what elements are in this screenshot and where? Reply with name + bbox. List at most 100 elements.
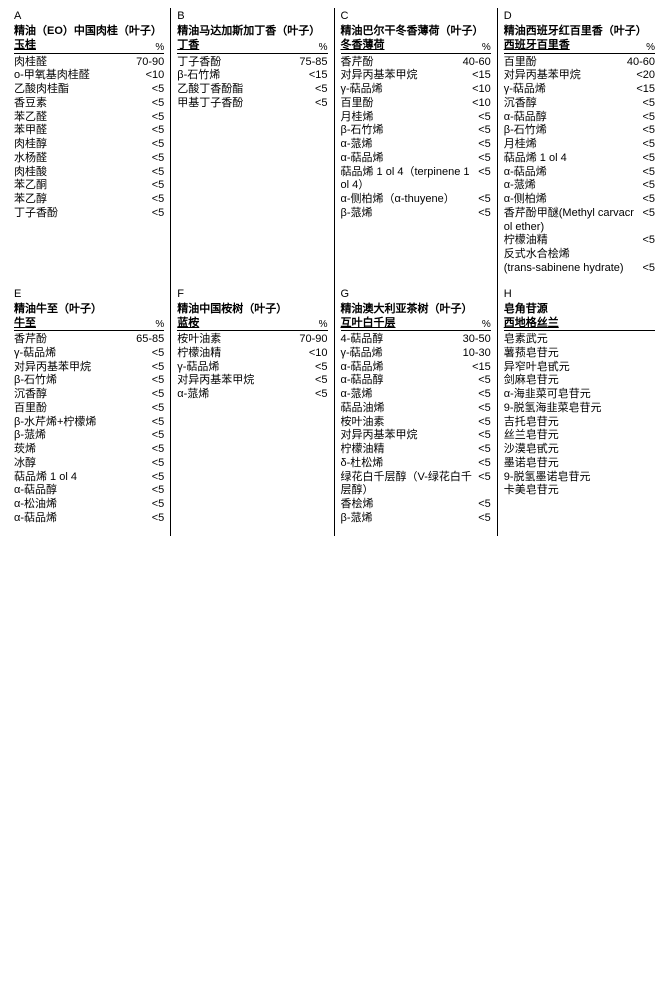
- component-value: <5: [478, 457, 491, 471]
- component-value: <5: [152, 498, 165, 512]
- component-row: (trans-sabinene hydrate)<5: [504, 262, 655, 276]
- percent-header: %: [155, 319, 164, 330]
- component-name: α-萜品烯: [14, 512, 152, 526]
- title-block: 精油牛至（叶子）牛至%: [14, 302, 164, 332]
- panel-letter: D: [504, 10, 655, 22]
- component-value: <5: [642, 166, 655, 180]
- component-value: <5: [152, 388, 165, 402]
- component-name: 香芹酚甲醚(Methyl carvacrol ether): [504, 207, 643, 235]
- component-value: <10: [146, 69, 165, 83]
- component-row: γ-萜品烯10-30: [341, 347, 491, 361]
- component-name: 对异丙基苯甲烷: [14, 361, 152, 375]
- component-name: 香芹酚: [14, 333, 136, 347]
- component-row: α-萜品烯<5: [14, 512, 164, 526]
- component-row: 对异丙基苯甲烷<15: [341, 69, 491, 83]
- component-list: 桉叶油素70-90柠檬油精<10γ-萜品烯<5对异丙基苯甲烷<5α-蒎烯<5: [177, 333, 327, 402]
- component-row: β-石竹烯<5: [504, 124, 655, 138]
- component-value: <5: [315, 361, 328, 375]
- panel-subtitle: 蓝桉: [177, 316, 327, 330]
- component-name: 4-萜品醇: [341, 333, 463, 347]
- component-value: <5: [642, 179, 655, 193]
- component-name: 皂素武元: [504, 333, 655, 347]
- component-row: 皂素武元: [504, 333, 655, 347]
- component-name: 9-脱氢海韭菜皂苷元: [504, 402, 655, 416]
- panel-f: F 精油中国桉树（叶子）蓝桉% 桉叶油素70-90柠檬油精<10γ-萜品烯<5对异丙…: [171, 286, 334, 536]
- component-value: <5: [152, 374, 165, 388]
- component-name: 异窄叶皂甙元: [504, 361, 655, 375]
- component-name: 萜品烯 1 ol 4: [14, 471, 152, 485]
- panel-g: G精油澳大利亚茶树（叶子）互叶白千层%4-萜品醇30-50γ-萜品烯10-30α…: [335, 286, 498, 536]
- component-row: 柠檬油精<5: [341, 443, 491, 457]
- component-row: 薯蓣皂苷元: [504, 347, 655, 361]
- component-name: α-萜品醇: [504, 111, 643, 125]
- component-name: 苯乙醛: [14, 111, 152, 125]
- component-name: α-萜品醇: [14, 484, 152, 498]
- panel-letter: F: [177, 288, 327, 300]
- component-row: 沉香醇<5: [14, 388, 164, 402]
- component-value: <5: [315, 388, 328, 402]
- component-name: α-松油烯: [14, 498, 152, 512]
- component-name: 香桧烯: [341, 498, 479, 512]
- component-list: 4-萜品醇30-50γ-萜品烯10-30α-萜品烯<15α-萜品醇<5α-蒎烯<…: [341, 333, 491, 526]
- component-name: 苯甲醛: [14, 124, 152, 138]
- component-row: β-蒎烯<5: [341, 207, 491, 221]
- panel-letter: E: [14, 288, 164, 300]
- component-value: <15: [472, 361, 491, 375]
- component-name: 百里酚: [14, 402, 152, 416]
- component-row: α-萜品烯<5: [504, 166, 655, 180]
- component-row: 丁子香酚<5: [14, 207, 164, 221]
- percent-header: %: [482, 319, 491, 330]
- component-row: 对异丙基苯甲烷<5: [177, 374, 327, 388]
- component-row: 吉托皂苷元: [504, 416, 655, 430]
- title-block: 精油（EO）中国肉桂（叶子）玉桂%: [14, 24, 164, 54]
- component-value: <5: [478, 443, 491, 457]
- panel-letter: G: [341, 288, 491, 300]
- component-value: <5: [315, 374, 328, 388]
- component-row: 苯甲醛<5: [14, 124, 164, 138]
- component-name: 沉香醇: [504, 97, 643, 111]
- component-name: 对异丙基苯甲烷: [504, 69, 637, 83]
- component-row: 肉桂醇<5: [14, 138, 164, 152]
- component-name: 吉托皂苷元: [504, 416, 655, 430]
- component-value: <5: [152, 138, 165, 152]
- component-value: <5: [152, 124, 165, 138]
- component-row: 乙酸肉桂酯<5: [14, 83, 164, 97]
- component-value: <5: [152, 416, 165, 430]
- component-row: α-萜品烯<5: [341, 152, 491, 166]
- component-value: <5: [642, 262, 655, 276]
- component-row: 乙酸丁香酚酯<5: [177, 83, 327, 97]
- component-name: 薯蓣皂苷元: [504, 347, 655, 361]
- component-name: 墨诺皂苷元: [504, 457, 655, 471]
- component-value: <15: [472, 69, 491, 83]
- component-name: 苯乙醇: [14, 193, 152, 207]
- panel-title: 精油中国桉树（叶子）: [177, 302, 327, 316]
- component-row: 萜品油烯<5: [341, 402, 491, 416]
- component-list: 香芹酚40-60对异丙基苯甲烷<15γ-萜品烯<10百里酚<10月桂烯<5β-石…: [341, 56, 491, 221]
- title-block: 皂角苷源西地格丝兰: [504, 302, 655, 332]
- component-row: 莰烯<5: [14, 443, 164, 457]
- panel-title: 精油（EO）中国肉桂（叶子）: [14, 24, 164, 38]
- component-row: α-萜品烯<15: [341, 361, 491, 375]
- component-name: 柠檬油精: [504, 234, 643, 248]
- component-row: 肉桂醛70-90: [14, 56, 164, 70]
- component-name: 沉香醇: [14, 388, 152, 402]
- component-value: <5: [315, 97, 328, 111]
- panel-subtitle: 丁香: [177, 38, 327, 52]
- component-value: 75-85: [299, 56, 327, 70]
- percent-header: %: [319, 319, 328, 330]
- component-row: γ-萜品烯<10: [341, 83, 491, 97]
- component-name: 萜品油烯: [341, 402, 479, 416]
- component-row: 9-脱氢墨诺皂苷元: [504, 471, 655, 485]
- component-value: <5: [152, 97, 165, 111]
- component-value: <5: [315, 83, 328, 97]
- component-value: 65-85: [136, 333, 164, 347]
- component-name: β-石竹烯: [504, 124, 643, 138]
- panel-subtitle: 西班牙百里香: [504, 38, 655, 52]
- component-value: <5: [152, 471, 165, 485]
- component-row: β-蒎烯<5: [341, 512, 491, 526]
- component-value: <5: [152, 429, 165, 443]
- component-row: 沉香醇<5: [504, 97, 655, 111]
- component-value: <20: [636, 69, 655, 83]
- component-value: <5: [152, 166, 165, 180]
- component-list: 丁子香酚75-85β-石竹烯<15乙酸丁香酚酯<5甲基丁子香酚<5: [177, 56, 327, 111]
